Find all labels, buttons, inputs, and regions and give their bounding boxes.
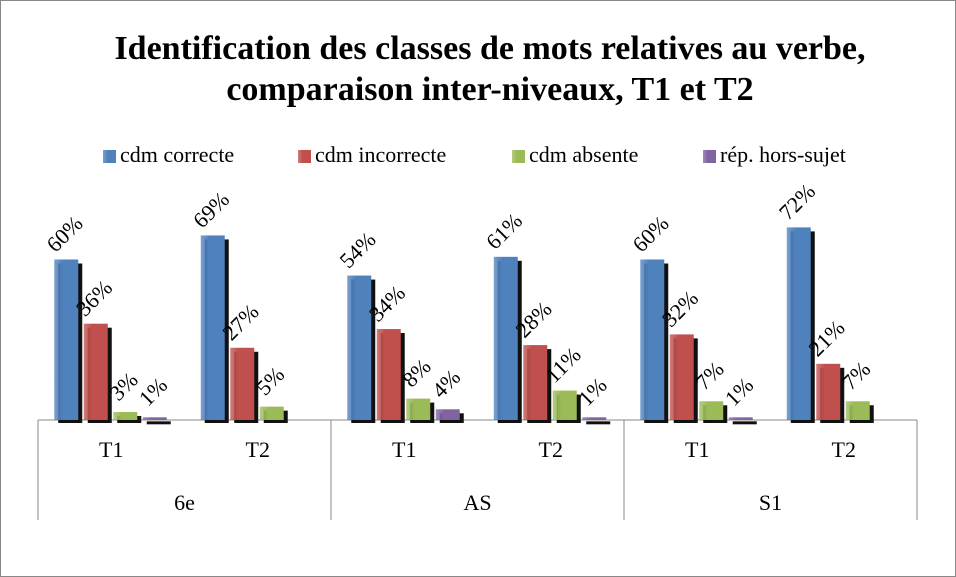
bar bbox=[200, 235, 225, 420]
x-tick-label: T2 bbox=[539, 437, 563, 462]
bar bbox=[640, 259, 665, 420]
chart-title: Identification des classes de mots relat… bbox=[114, 30, 866, 108]
bar bbox=[259, 406, 284, 420]
legend-swatch bbox=[103, 150, 116, 163]
bar bbox=[376, 329, 401, 420]
bar bbox=[523, 345, 548, 420]
bar bbox=[435, 409, 460, 420]
bar bbox=[582, 417, 607, 420]
bar bbox=[816, 363, 841, 420]
bar bbox=[845, 401, 870, 420]
bar bbox=[83, 323, 108, 420]
legend-label: rép. hors-sujet bbox=[720, 142, 846, 167]
x-tick-label: T2 bbox=[246, 437, 270, 462]
group-label: AS bbox=[463, 490, 491, 515]
bar-shadow bbox=[146, 421, 171, 425]
bar bbox=[493, 256, 518, 420]
bar bbox=[699, 401, 724, 420]
bar bbox=[142, 417, 167, 420]
bar bbox=[728, 417, 753, 420]
bar bbox=[786, 227, 811, 420]
x-tick-label: T2 bbox=[832, 437, 856, 462]
bar-shadow bbox=[586, 421, 611, 425]
group-label: 6e bbox=[174, 490, 195, 515]
group-label: S1 bbox=[759, 490, 782, 515]
bar bbox=[669, 334, 694, 420]
x-tick-label: T1 bbox=[392, 437, 416, 462]
x-tick-label: T1 bbox=[685, 437, 709, 462]
bar bbox=[347, 275, 372, 420]
legend-swatch bbox=[703, 150, 716, 163]
bar bbox=[230, 347, 255, 420]
legend-label: cdm incorrecte bbox=[315, 142, 446, 167]
bar bbox=[113, 411, 138, 420]
bar bbox=[552, 390, 577, 420]
legend-swatch bbox=[298, 150, 311, 163]
bar bbox=[406, 398, 431, 420]
legend-label: cdm correcte bbox=[120, 142, 234, 167]
legend-label: cdm absente bbox=[529, 142, 638, 167]
bar bbox=[54, 259, 79, 420]
legend-swatch bbox=[512, 150, 525, 163]
bar-shadow bbox=[732, 421, 757, 425]
x-tick-label: T1 bbox=[99, 437, 123, 462]
